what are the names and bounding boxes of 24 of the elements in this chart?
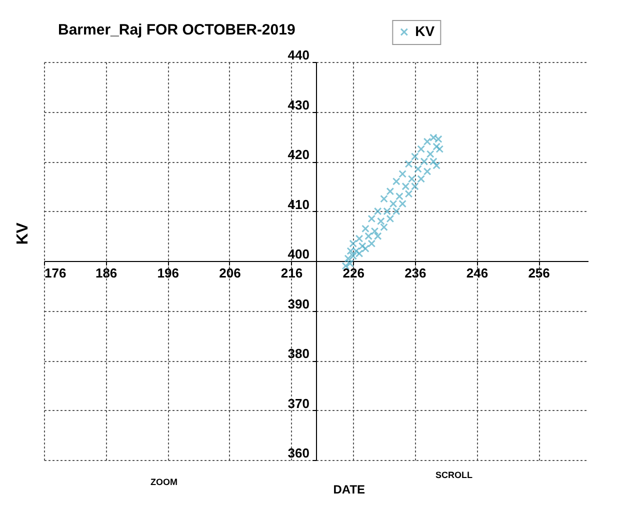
x-tick-label: 206 (219, 266, 241, 280)
chart-title: Barmer_Raj FOR OCTOBER-2019 (58, 22, 296, 38)
x-tick-label: 236 (404, 266, 426, 280)
y-tick-label: 440 (288, 48, 310, 62)
text: SCROLL (436, 470, 473, 480)
y-tick-label: 430 (288, 97, 310, 112)
x-tick-label: 246 (466, 266, 488, 280)
y-tick-label: 400 (288, 246, 310, 262)
y-tick-label: 370 (288, 396, 310, 411)
x-tick-label: 216 (280, 266, 303, 280)
x-tick-label: 176 (44, 266, 66, 280)
y-tick-label: 410 (288, 196, 310, 212)
x-tick-label: 196 (157, 266, 179, 280)
x-tick-label: 226 (342, 266, 364, 280)
y-axis-title: KV (14, 222, 32, 245)
x-tick-label: 256 (528, 266, 550, 280)
text: ZOOM (150, 477, 178, 487)
legend-label: KV (415, 23, 436, 39)
y-tick-label: 420 (288, 147, 310, 162)
x-tick-label: 186 (95, 266, 118, 280)
y-tick-label: 360 (288, 446, 310, 460)
y-tick-label: 390 (288, 296, 310, 312)
x-axis-title: DATE (333, 482, 366, 496)
y-tick-label: 380 (288, 346, 310, 361)
